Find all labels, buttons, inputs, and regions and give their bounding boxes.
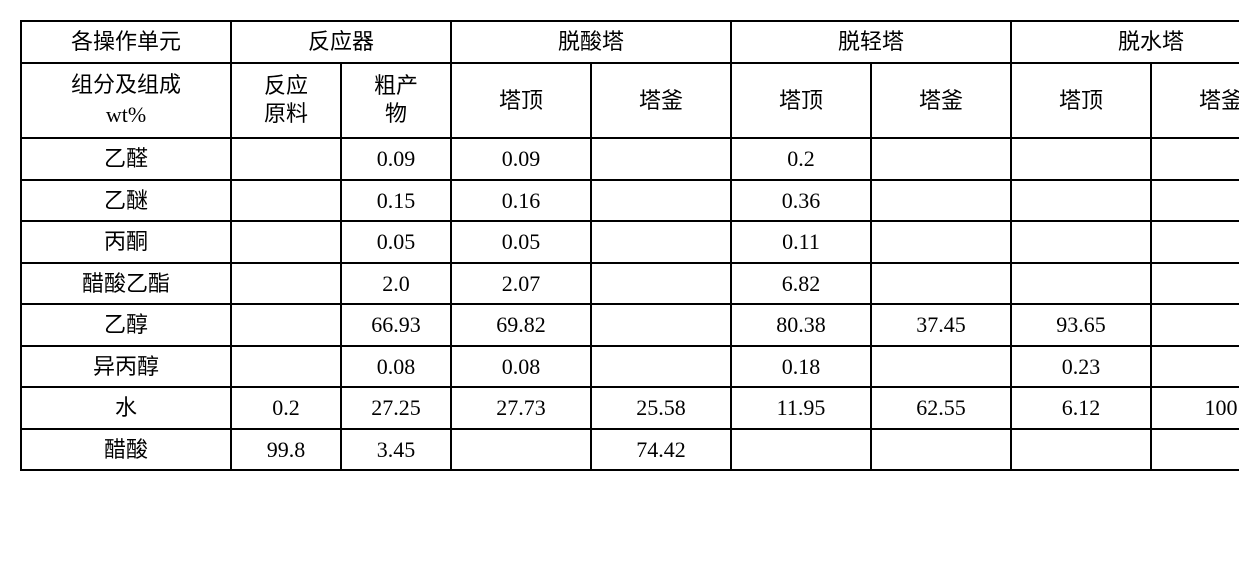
value-cell — [1011, 429, 1151, 471]
value-cell — [1151, 346, 1239, 388]
value-cell — [231, 221, 341, 263]
component-name-cell: 丙酮 — [21, 221, 231, 263]
component-label-header: 组分及组成 wt% — [21, 63, 231, 139]
subheader-dehydrate-top: 塔顶 — [1011, 63, 1151, 139]
value-cell: 62.55 — [871, 387, 1011, 429]
table-row: 异丙醇 0.080.08 0.18 0.23 — [21, 346, 1239, 388]
value-cell — [731, 429, 871, 471]
subheader-reactor-feed: 反应原料 — [231, 63, 341, 139]
value-cell — [1011, 221, 1151, 263]
table-header: 各操作单元 反应器 脱酸塔 脱轻塔 脱水塔 组分及组成 wt% 反应原料 粗产物… — [21, 21, 1239, 138]
value-cell: 0.16 — [451, 180, 591, 222]
component-label-line1: 组分及组成 — [71, 72, 181, 97]
value-cell — [451, 429, 591, 471]
table-body: 乙醛 0.090.09 0.2 乙醚 0.150.16 0.36 丙酮 0.050.05 0.1… — [21, 138, 1239, 470]
value-cell: 0.09 — [451, 138, 591, 180]
value-cell: 27.25 — [341, 387, 451, 429]
subheader-dehydrate-bottom: 塔釜 — [1151, 63, 1239, 139]
value-cell — [1151, 180, 1239, 222]
table-row: 醋酸乙酯 2.02.07 6.82 — [21, 263, 1239, 305]
component-name-cell: 水 — [21, 387, 231, 429]
value-cell — [1011, 180, 1151, 222]
component-name-cell: 异丙醇 — [21, 346, 231, 388]
value-cell: 80.38 — [731, 304, 871, 346]
subheader-deacid-bottom: 塔釜 — [591, 63, 731, 139]
value-cell — [871, 180, 1011, 222]
value-cell — [231, 346, 341, 388]
value-cell — [871, 138, 1011, 180]
value-cell — [591, 263, 731, 305]
value-cell — [1151, 429, 1239, 471]
value-cell: 0.08 — [341, 346, 451, 388]
value-cell: 0.18 — [731, 346, 871, 388]
unit-header-deacid: 脱酸塔 — [451, 21, 731, 63]
table-row: 乙醚 0.150.16 0.36 — [21, 180, 1239, 222]
unit-header-delight: 脱轻塔 — [731, 21, 1011, 63]
value-cell — [871, 346, 1011, 388]
value-cell: 99.8 — [231, 429, 341, 471]
value-cell: 0.05 — [451, 221, 591, 263]
subheader-reactor-crude: 粗产物 — [341, 63, 451, 139]
value-cell: 27.73 — [451, 387, 591, 429]
units-label-header: 各操作单元 — [21, 21, 231, 63]
value-cell: 0.08 — [451, 346, 591, 388]
unit-header-reactor: 反应器 — [231, 21, 451, 63]
value-cell — [591, 346, 731, 388]
value-cell — [591, 138, 731, 180]
value-cell: 0.2 — [731, 138, 871, 180]
subheader-delight-bottom: 塔釜 — [871, 63, 1011, 139]
value-cell — [231, 304, 341, 346]
value-cell: 93.65 — [1011, 304, 1151, 346]
composition-table: 各操作单元 反应器 脱酸塔 脱轻塔 脱水塔 组分及组成 wt% 反应原料 粗产物… — [20, 20, 1239, 471]
table-row: 醋酸99.83.45 74.42 — [21, 429, 1239, 471]
component-name-cell: 乙醚 — [21, 180, 231, 222]
value-cell — [1011, 263, 1151, 305]
unit-header-dehydrate: 脱水塔 — [1011, 21, 1239, 63]
value-cell: 37.45 — [871, 304, 1011, 346]
value-cell: 0.15 — [341, 180, 451, 222]
component-name-cell: 乙醛 — [21, 138, 231, 180]
value-cell — [231, 138, 341, 180]
value-cell: 6.12 — [1011, 387, 1151, 429]
value-cell — [591, 221, 731, 263]
subheader-delight-top: 塔顶 — [731, 63, 871, 139]
value-cell: 2.07 — [451, 263, 591, 305]
subheader-deacid-top: 塔顶 — [451, 63, 591, 139]
table-row: 丙酮 0.050.05 0.11 — [21, 221, 1239, 263]
value-cell: 2.0 — [341, 263, 451, 305]
value-cell: 0.2 — [231, 387, 341, 429]
component-label-line2: wt% — [106, 102, 146, 127]
value-cell — [591, 304, 731, 346]
value-cell: 0.23 — [1011, 346, 1151, 388]
value-cell: 6.82 — [731, 263, 871, 305]
value-cell: 69.82 — [451, 304, 591, 346]
value-cell — [231, 263, 341, 305]
value-cell: 74.42 — [591, 429, 731, 471]
value-cell — [871, 221, 1011, 263]
component-name-cell: 乙醇 — [21, 304, 231, 346]
value-cell — [1011, 138, 1151, 180]
value-cell: 0.05 — [341, 221, 451, 263]
table-row: 乙醇 66.9369.82 80.3837.4593.65 — [21, 304, 1239, 346]
value-cell — [231, 180, 341, 222]
table-row: 乙醛 0.090.09 0.2 — [21, 138, 1239, 180]
value-cell: 3.45 — [341, 429, 451, 471]
component-name-cell: 醋酸 — [21, 429, 231, 471]
value-cell — [871, 429, 1011, 471]
value-cell — [871, 263, 1011, 305]
component-name-cell: 醋酸乙酯 — [21, 263, 231, 305]
value-cell: 0.11 — [731, 221, 871, 263]
value-cell — [1151, 138, 1239, 180]
value-cell: 66.93 — [341, 304, 451, 346]
value-cell: 25.58 — [591, 387, 731, 429]
value-cell — [1151, 263, 1239, 305]
value-cell — [591, 180, 731, 222]
value-cell — [1151, 304, 1239, 346]
table-row: 水0.227.2527.7325.5811.9562.556.12100 — [21, 387, 1239, 429]
value-cell: 0.36 — [731, 180, 871, 222]
value-cell — [1151, 221, 1239, 263]
value-cell: 0.09 — [341, 138, 451, 180]
value-cell: 11.95 — [731, 387, 871, 429]
value-cell: 100 — [1151, 387, 1239, 429]
